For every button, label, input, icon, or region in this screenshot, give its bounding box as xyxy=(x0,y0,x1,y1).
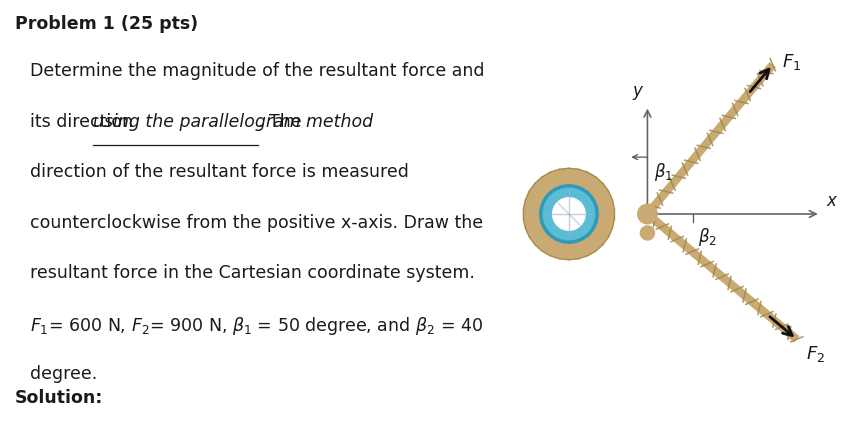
Text: its direction: its direction xyxy=(29,113,138,131)
Text: $\mathit{F_2}$: $\mathit{F_2}$ xyxy=(806,344,826,364)
Text: resultant force in the Cartesian coordinate system.: resultant force in the Cartesian coordin… xyxy=(29,264,474,282)
Text: Solution:: Solution: xyxy=(15,389,103,407)
Text: . The: . The xyxy=(257,113,302,131)
Text: Determine the magnitude of the resultant force and: Determine the magnitude of the resultant… xyxy=(29,62,484,80)
Text: $\mathit{F_1}$: $\mathit{F_1}$ xyxy=(783,52,802,72)
Text: $\beta_2$: $\beta_2$ xyxy=(698,226,716,248)
Text: x: x xyxy=(826,192,836,210)
Text: counterclockwise from the positive x-axis. Draw the: counterclockwise from the positive x-axi… xyxy=(29,214,483,232)
Text: y: y xyxy=(632,82,643,100)
Circle shape xyxy=(524,169,614,259)
Text: $F_1$= 600 N, $F_2$= 900 N, $\beta_1$ = 50 degree, and $\beta_2$ = 40: $F_1$= 600 N, $F_2$= 900 N, $\beta_1$ = … xyxy=(29,315,483,336)
Circle shape xyxy=(638,204,658,224)
Text: degree.: degree. xyxy=(29,365,97,383)
Text: direction of the resultant force is measured: direction of the resultant force is meas… xyxy=(29,163,409,181)
Circle shape xyxy=(640,226,654,240)
Text: using the parallelogram method: using the parallelogram method xyxy=(92,113,372,131)
Circle shape xyxy=(553,198,585,230)
Circle shape xyxy=(541,186,597,242)
Text: Problem 1 (25 pts): Problem 1 (25 pts) xyxy=(15,15,198,33)
Text: $\beta_1$: $\beta_1$ xyxy=(654,161,673,184)
